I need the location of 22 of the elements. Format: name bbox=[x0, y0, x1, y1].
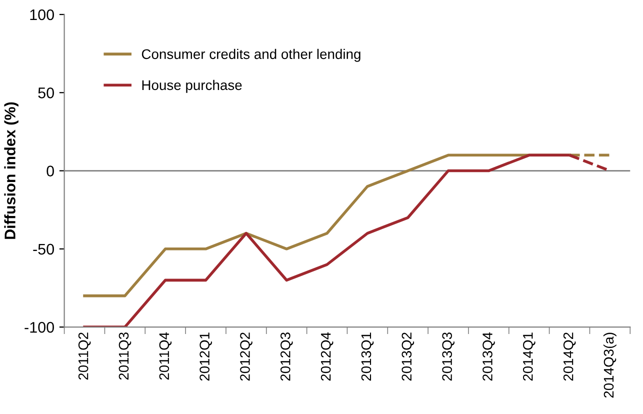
x-tick-label: 2013Q1 bbox=[361, 332, 374, 381]
y-tick-label: 0 bbox=[46, 166, 54, 176]
y-tick-label: 100 bbox=[30, 9, 54, 20]
x-tick-label: 2014Q3(a) bbox=[603, 332, 616, 398]
x-tick-label: 2011Q3 bbox=[118, 332, 132, 380]
x-tick-label: 2013Q2 bbox=[402, 332, 414, 381]
legend-label: House purchase bbox=[142, 80, 242, 93]
x-tick-label: 2014Q1 bbox=[522, 332, 536, 381]
y-tick-label: -100 bbox=[24, 322, 54, 333]
x-tick-label: 2014Q2 bbox=[563, 332, 576, 381]
x-tick-label: 2012Q3 bbox=[280, 332, 293, 381]
x-tick-label: 2012Q2 bbox=[240, 332, 252, 381]
x-tick-label: 2012Q4 bbox=[320, 332, 334, 381]
x-tick-label: 2013Q4 bbox=[482, 332, 495, 381]
legend-label: Consumer credits and other lending bbox=[142, 48, 360, 62]
x-tick-label: 2011Q4 bbox=[159, 332, 172, 380]
x-tick-label: 2012Q1 bbox=[200, 332, 212, 381]
x-tick-label: 2011Q2 bbox=[78, 332, 91, 380]
y-tick-label: -50 bbox=[33, 244, 54, 255]
y-axis-title: Diffusion index (%) bbox=[4, 102, 18, 239]
y-tick-label: 50 bbox=[38, 88, 54, 98]
x-tick-label: 2013Q3 bbox=[442, 332, 454, 381]
